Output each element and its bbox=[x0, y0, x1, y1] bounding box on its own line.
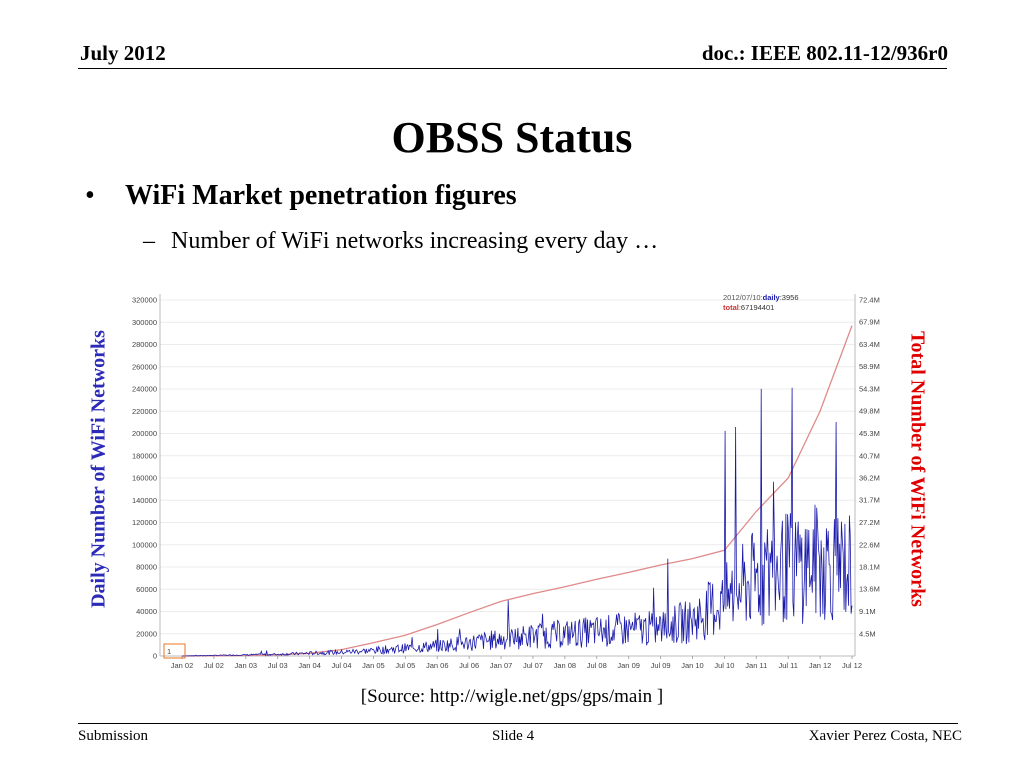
y-tick-label: 280000 bbox=[132, 340, 157, 349]
x-tick-label: Jan 12 bbox=[809, 661, 832, 670]
x-tick-label: Jan 09 bbox=[617, 661, 640, 670]
y-tick-label: 20000 bbox=[136, 629, 157, 638]
y2-tick-label: 31.7M bbox=[859, 496, 880, 505]
y2-tick-label: 63.4M bbox=[859, 340, 880, 349]
y2-tick-label: 4.5M bbox=[859, 629, 876, 638]
y2-tick-label: 9.1M bbox=[859, 607, 876, 616]
legend-daily-value: :3956 bbox=[780, 293, 799, 302]
y2-tick-label: 45.3M bbox=[859, 429, 880, 438]
x-tick-label: Jan 06 bbox=[426, 661, 449, 670]
dash-icon: – bbox=[143, 228, 155, 254]
footer-rule bbox=[78, 723, 958, 724]
footer-slide-number: Slide 4 bbox=[492, 728, 535, 744]
x-tick-label: Jan 05 bbox=[362, 661, 385, 670]
y-tick-label: 300000 bbox=[132, 318, 157, 327]
y2-tick-label: 49.8M bbox=[859, 407, 880, 416]
y-tick-label: 140000 bbox=[132, 496, 157, 505]
x-tick-label: Jan 07 bbox=[490, 661, 513, 670]
chart-frame bbox=[160, 293, 855, 668]
daily-series-line bbox=[182, 387, 853, 657]
bullet-dot-icon: • bbox=[85, 180, 95, 211]
x-tick-label: Jul 03 bbox=[268, 661, 288, 670]
y2-tick-label: 18.1M bbox=[859, 563, 880, 572]
y-tick-label: 160000 bbox=[132, 474, 157, 483]
y-tick-label: 200000 bbox=[132, 429, 157, 438]
y-tick-label: 80000 bbox=[136, 563, 157, 572]
svg-text:2012/07/10:daily:3956: 2012/07/10:daily:3956 bbox=[723, 293, 799, 302]
y-tick-label: 0 bbox=[153, 652, 157, 661]
wifi-networks-chart: 0 20000 40000 60000 80000 100000 120000 140000 1… bbox=[132, 293, 880, 670]
source-citation: [Source: http://wigle.net/gps/gps/main ] bbox=[360, 686, 664, 707]
left-axis-title: Daily Number of WiFi Networks bbox=[87, 330, 110, 608]
x-tick-label: Jul 07 bbox=[523, 661, 543, 670]
x-tick-label: Jan 02 bbox=[171, 661, 194, 670]
range-cursor-box[interactable] bbox=[163, 643, 186, 659]
y2-tick-label: 58.9M bbox=[859, 362, 880, 371]
y2-tick-label: 72.4M bbox=[859, 296, 880, 305]
legend-total-label: total bbox=[723, 303, 739, 312]
chart-legend: 2012/07/10:daily:3956 total:67194401 bbox=[723, 293, 799, 312]
x-tick-label: Jul 08 bbox=[587, 661, 607, 670]
chart-grid bbox=[159, 294, 856, 659]
y-tick-label: 120000 bbox=[132, 518, 157, 527]
right-y-tick-labels: 4.5M 9.1M 13.6M 18.1M 22.6M 27.2M 31.7M 36.2M 40… bbox=[859, 296, 880, 639]
x-tick-label: Jul 04 bbox=[332, 661, 352, 670]
x-tick-label: Jul 10 bbox=[714, 661, 734, 670]
y-tick-label: 180000 bbox=[132, 451, 157, 460]
right-axis-title: Total Number of WiFi Networks bbox=[906, 331, 929, 607]
y-tick-label: 40000 bbox=[136, 607, 157, 616]
x-tick-label: Jan 10 bbox=[681, 661, 704, 670]
y2-tick-label: 13.6M bbox=[859, 585, 880, 594]
bullet-text: WiFi Market penetration figures bbox=[125, 180, 517, 211]
y2-tick-label: 22.6M bbox=[859, 540, 880, 549]
legend-date: 2012/07/10: bbox=[723, 293, 763, 302]
legend-total-value: :67194401 bbox=[739, 303, 774, 312]
x-tick-label: Jan 11 bbox=[745, 661, 767, 670]
svg-text:total:67194401: total:67194401 bbox=[723, 303, 774, 312]
x-tick-label: Jul 09 bbox=[651, 661, 671, 670]
y-tick-label: 260000 bbox=[132, 362, 157, 371]
x-tick-label: Jul 11 bbox=[778, 661, 797, 670]
header-rule bbox=[78, 68, 947, 69]
y-tick-label: 320000 bbox=[132, 296, 157, 305]
x-tick-label: Jan 04 bbox=[298, 661, 321, 670]
y-tick-label: 240000 bbox=[132, 385, 157, 394]
sub-bullet-text: Number of WiFi networks increasing every… bbox=[171, 228, 659, 254]
x-tick-label: Jul 02 bbox=[204, 661, 224, 670]
bullet-item: • WiFi Market penetration figures bbox=[85, 180, 517, 212]
range-cursor-label: 1 bbox=[167, 647, 171, 656]
y2-tick-label: 40.7M bbox=[859, 451, 880, 460]
y-tick-label: 100000 bbox=[132, 540, 157, 549]
sub-bullet-item: – Number of WiFi networks increasing ever… bbox=[143, 228, 658, 255]
y2-tick-label: 36.2M bbox=[859, 474, 880, 483]
header-doc-id: doc.: IEEE 802.11-12/936r0 bbox=[701, 41, 948, 65]
footer-author: Xavier Perez Costa, NEC bbox=[808, 728, 962, 744]
x-tick-labels: Jan 02 Jul 02 Jan 03 Jul 03 Jan 04 Jul 04 Jan … bbox=[171, 661, 862, 670]
slide-title: OBSS Status bbox=[391, 113, 633, 162]
legend-daily-label: daily bbox=[763, 293, 781, 302]
y2-tick-label: 67.9M bbox=[859, 318, 880, 327]
y-tick-label: 60000 bbox=[136, 585, 157, 594]
x-tick-label: Jan 03 bbox=[235, 661, 258, 670]
y2-tick-label: 27.2M bbox=[859, 518, 880, 527]
header-date: July 2012 bbox=[80, 41, 166, 65]
x-tick-label: Jul 12 bbox=[842, 661, 862, 670]
y2-tick-label: 54.3M bbox=[859, 385, 880, 394]
y-tick-label: 220000 bbox=[132, 407, 157, 416]
x-tick-label: Jul 06 bbox=[459, 661, 479, 670]
x-tick-label: Jul 05 bbox=[395, 661, 415, 670]
left-y-tick-labels: 0 20000 40000 60000 80000 100000 120000 140000 1… bbox=[132, 296, 157, 661]
x-tick-label: Jan 08 bbox=[554, 661, 577, 670]
footer-left: Submission bbox=[78, 728, 149, 744]
